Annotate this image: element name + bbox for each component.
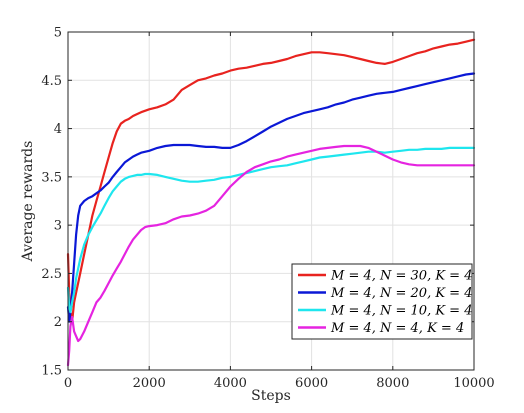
x-tick-label: 2000 (133, 376, 166, 391)
legend-label: M = 4, N = 30, K = 4 (330, 269, 472, 284)
legend-label: M = 4, N = 20, K = 4 (330, 286, 472, 301)
y-tick-label: 4.5 (41, 74, 62, 89)
series-line-2 (66, 72, 476, 323)
x-tick-label: 8000 (376, 376, 409, 391)
legend: M = 4, N = 30, K = 4 M = 4, N = 20, K = 4… (291, 263, 473, 340)
x-tick-label: 10000 (453, 376, 494, 391)
series-lines (66, 38, 476, 367)
x-tick-label: 0 (64, 376, 72, 391)
y-tick-label: 4 (54, 122, 62, 137)
y-tick-label: 1.5 (41, 364, 62, 379)
y-tick-label: 3.5 (41, 170, 62, 185)
axis-ticks: 0 2000 4000 6000 8000 10000 1.5 2 2.5 3 3.5 4 4.5 5 (41, 26, 494, 392)
plot-frame (67, 31, 475, 371)
x-tick-label: 4000 (214, 376, 247, 391)
y-tick-label: 5 (54, 26, 62, 41)
series-line-1 (66, 38, 476, 323)
series-line-4 (66, 144, 476, 367)
y-tick-label: 2 (54, 315, 62, 330)
legend-label: M = 4, N = 4, K = 4 (330, 321, 464, 336)
y-tick-label: 2.5 (41, 267, 62, 282)
y-tick-label: 3 (54, 219, 62, 234)
series-line-3 (66, 146, 476, 314)
x-axis-label: Steps (251, 388, 291, 404)
legend-label: M = 4, N = 10, K = 4 (330, 304, 472, 319)
y-axis-label: Average rewards (20, 141, 36, 263)
x-tick-label: 6000 (295, 376, 328, 391)
